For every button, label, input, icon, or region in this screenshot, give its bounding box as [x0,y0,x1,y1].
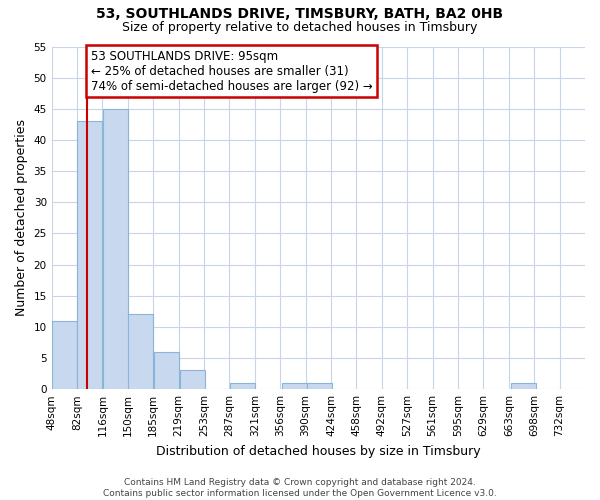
Text: Contains HM Land Registry data © Crown copyright and database right 2024.
Contai: Contains HM Land Registry data © Crown c… [103,478,497,498]
Y-axis label: Number of detached properties: Number of detached properties [15,120,28,316]
Bar [154,352,179,389]
Bar [128,314,153,389]
Text: 53 SOUTHLANDS DRIVE: 95sqm
← 25% of detached houses are smaller (31)
74% of semi: 53 SOUTHLANDS DRIVE: 95sqm ← 25% of deta… [91,50,372,92]
Bar [77,122,102,389]
Bar [511,383,536,389]
Text: 53, SOUTHLANDS DRIVE, TIMSBURY, BATH, BA2 0HB: 53, SOUTHLANDS DRIVE, TIMSBURY, BATH, BA… [97,8,503,22]
Bar [52,320,77,389]
X-axis label: Distribution of detached houses by size in Timsbury: Distribution of detached houses by size … [156,444,481,458]
Text: Size of property relative to detached houses in Timsbury: Size of property relative to detached ho… [122,21,478,34]
Bar [307,383,332,389]
Bar [282,383,307,389]
Bar [179,370,205,389]
Bar [230,383,256,389]
Bar [103,109,128,389]
